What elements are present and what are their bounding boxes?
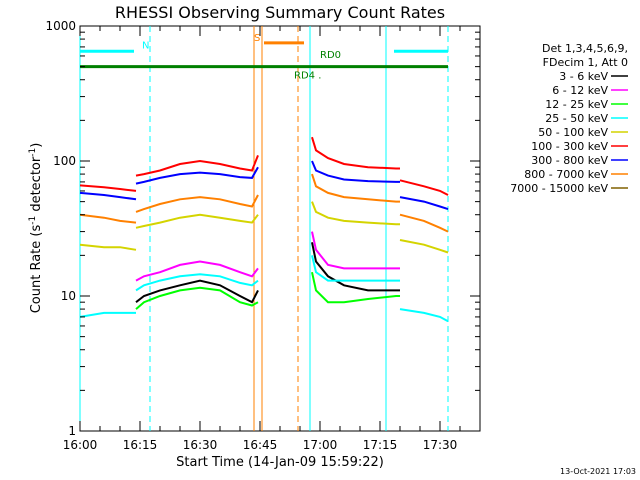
series-line-7-1 [135,194,259,213]
x-tick-label-4: 17:00 [303,438,338,452]
x-tick-label-3: 16:45 [243,438,278,452]
series-line-7-2 [311,173,400,203]
series-line-7-0 [79,213,137,224]
series-line-2-0 [135,286,259,310]
status-bar-label-3: RD0 [320,50,341,61]
legend-label-6: 300 - 800 keV [531,154,608,167]
x-tick-label-6: 17:30 [423,438,458,452]
legend-label-2: 12 - 25 keV [545,98,608,111]
y-tick-label-1: 10 [61,289,76,303]
series-line-4-2 [311,201,400,226]
legend-label-1: 6 - 12 keV [552,84,608,97]
status-bar-label-0: N [142,40,149,51]
series-line-2-1 [311,271,400,304]
status-bar-label-2: RD4 . [294,71,321,82]
series-line-6-2 [311,160,400,183]
y-tick-label-2: 100 [53,154,76,168]
series-line-3-1 [135,273,259,292]
x-tick-label-2: 16:30 [183,438,218,452]
series-line-1-1 [311,231,400,270]
series-line-5-0 [79,184,137,192]
x-tick-label-0: 16:00 [63,438,98,452]
legend-header-1: FDecim 1, Att 0 [543,56,628,69]
series-line-5-3 [399,179,449,196]
series-line-4-0 [79,243,137,251]
status-bar-label-1: S [254,33,260,44]
series-line-6-0 [79,191,137,201]
footer-timestamp: 13-Oct-2021 17:03 [560,467,636,476]
y-tick-label-3: 1000 [45,19,76,33]
series-line-0-0 [135,279,259,304]
legend-header-0: Det 1,3,4,5,6,9, [542,42,628,55]
plot-frame [79,25,481,432]
series-line-3-3 [399,308,449,323]
x-axis-label: Start Time (14-Jan-09 15:59:22) [176,455,384,470]
series-line-5-1 [135,155,259,177]
series-line-1-0 [135,260,259,282]
legend-label-3: 25 - 50 keV [545,112,608,125]
series-line-0-1 [311,242,400,292]
x-tick-label-1: 16:15 [123,438,158,452]
series-line-6-3 [399,196,449,211]
y-tick-label-0: 1 [68,424,76,438]
legend-label-5: 100 - 300 keV [531,140,608,153]
legend-label-0: 3 - 6 keV [559,70,608,83]
series-line-7-3 [399,213,449,233]
y-axis-label: Count Rate (s-1 detector-1) [28,143,44,314]
series-line-3-0 [79,311,136,318]
series-line-4-3 [399,239,449,254]
x-tick-label-5: 17:15 [363,438,398,452]
series-line-3-2 [311,255,400,282]
legend-label-7: 800 - 7000 keV [524,168,608,181]
series-line-5-2 [311,136,400,170]
chart-title: RHESSI Observing Summary Count Rates [115,3,445,22]
legend: Det 1,3,4,5,6,9,FDecim 1, Att 03 - 6 keV… [510,42,628,195]
legend-label-8: 7000 - 15000 keV [510,182,608,195]
series-line-6-1 [135,166,259,185]
legend-label-4: 50 - 100 keV [538,126,608,139]
series-line-4-1 [135,213,259,229]
